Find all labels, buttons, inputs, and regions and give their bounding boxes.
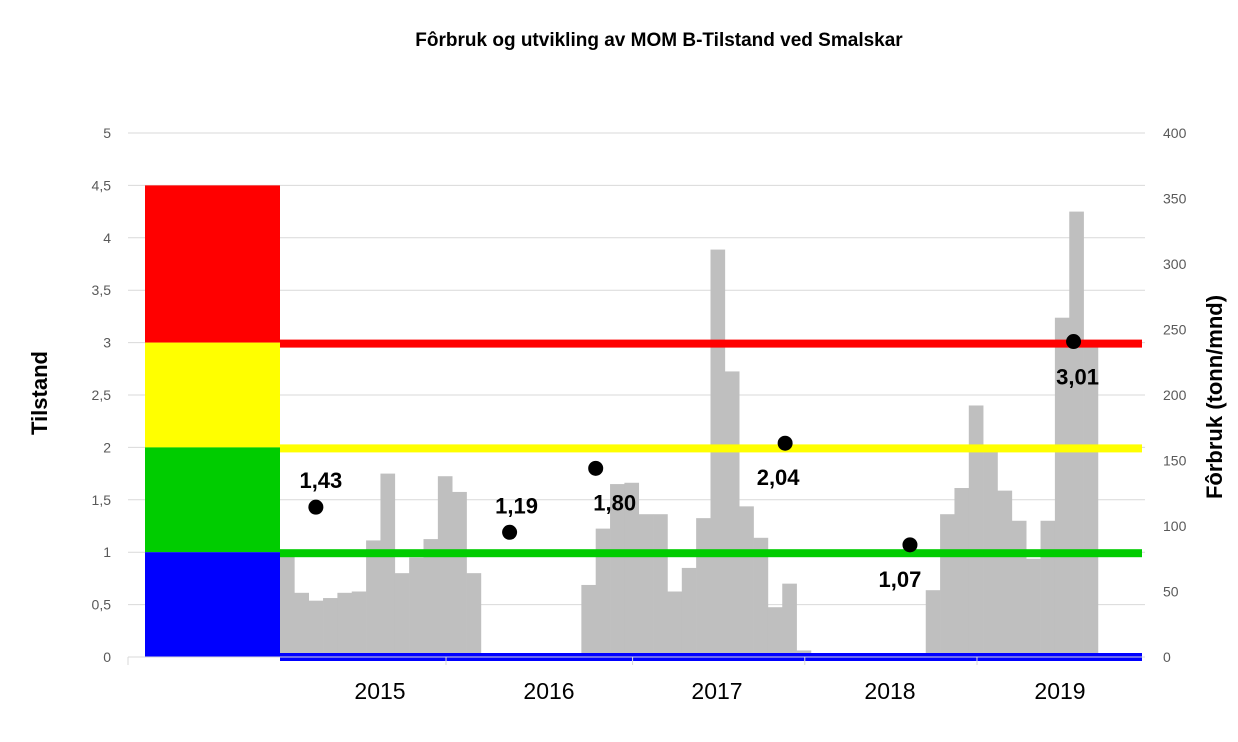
left-tick-label: 2,5 [92,387,112,403]
feed-bar [452,491,467,657]
left-tick-label: 1,5 [92,492,112,508]
right-tick-label: 250 [1163,322,1187,338]
threshold-line [280,339,1142,348]
condition-point [502,524,518,540]
right-axis-ticks: 0 50 100 150 200 250 300 350 400 [1163,125,1187,665]
feed-bar [1069,211,1084,657]
condition-band [145,185,280,343]
feed-bar [466,573,482,657]
condition-point-label: 1,19 [495,493,538,518]
feed-bar [681,567,697,657]
feed-bar [380,473,396,657]
left-tick-label: 4,5 [92,177,112,193]
feed-bar [1026,558,1041,657]
feed-bars [280,211,1099,657]
year-label: 2017 [691,678,742,704]
right-tick-label: 50 [1163,584,1179,600]
feed-bar [710,249,726,657]
right-tick-label: 300 [1163,256,1187,272]
condition-point-label: 3,01 [1056,365,1099,390]
left-tick-label: 4 [103,230,111,246]
feed-bar [337,592,353,657]
left-tick-label: 5 [103,125,111,141]
year-label: 2015 [354,678,405,704]
chart-title: Fôrbruk og utvikling av MOM B-Tilstand v… [415,30,903,51]
right-tick-label: 0 [1163,649,1171,665]
right-tick-label: 400 [1163,125,1187,141]
year-labels: 2015 2016 2017 2018 2019 [354,678,1085,704]
left-axis-ticks: 0 0,5 1 1,5 2 2,5 3 3,5 4 4,5 5 [92,125,112,665]
feed-bar [581,584,596,657]
feed-bar [280,556,295,657]
feed-bar [294,592,309,657]
condition-point-label: 2,04 [757,465,801,490]
feed-bar [925,590,941,657]
condition-point [777,435,793,451]
feed-bar [968,405,984,657]
right-axis-title: Fôrbruk (tonn/mnd) [1202,295,1227,499]
condition-band [145,342,280,448]
threshold-line [280,444,1142,453]
condition-points: 1,43 1,19 1,80 2,04 1,07 3,01 [299,334,1099,592]
condition-point-label: 1,43 [299,468,342,493]
year-label: 2016 [523,678,574,704]
condition-point [308,499,324,515]
feed-bar [767,607,783,657]
feed-bar [366,540,381,657]
condition-point [588,460,604,476]
right-tick-label: 100 [1163,518,1187,534]
feed-bar [724,371,740,657]
feed-bar [638,514,654,657]
year-label: 2019 [1034,678,1085,704]
feed-bar [753,537,769,657]
feed-bar [1054,317,1070,657]
left-tick-label: 2 [103,439,111,455]
condition-bands [145,185,280,657]
feed-bar [782,583,797,657]
condition-point-label: 1,07 [879,567,922,592]
x-axis [127,656,1145,665]
feed-bar [409,557,424,657]
feed-bar [624,482,640,657]
feed-bar [423,539,439,657]
feed-bar [1011,520,1027,657]
feed-bar [667,591,683,657]
threshold-line [280,549,1142,558]
feed-bar [1083,342,1099,657]
feed-bar [997,490,1013,657]
right-tick-label: 200 [1163,387,1187,403]
feed-bar [308,600,324,657]
feed-bar [394,573,410,657]
year-label: 2018 [864,678,915,704]
feed-bar [610,484,625,657]
left-tick-label: 3 [103,335,111,351]
feed-bar [696,518,711,657]
feed-bar [437,476,453,657]
feed-bar [595,528,611,657]
condition-band [145,447,280,553]
condition-point-label: 1,80 [593,490,636,515]
right-tick-label: 150 [1163,453,1187,469]
left-tick-label: 1 [103,544,111,560]
feed-bar [739,506,754,657]
left-tick-label: 3,5 [92,282,112,298]
right-tick-label: 350 [1163,191,1187,207]
condition-point [1066,334,1082,350]
left-tick-label: 0,5 [92,597,112,613]
condition-point [902,537,918,553]
feed-bar [351,591,367,657]
left-axis-title: Tilstand [27,351,52,435]
feed-bar [653,514,668,657]
feed-bar [940,514,955,657]
feed-bar [954,488,970,657]
left-tick-label: 0 [103,649,111,665]
feed-bar [323,598,338,657]
feed-bar [1040,520,1056,657]
condition-band [145,552,280,657]
